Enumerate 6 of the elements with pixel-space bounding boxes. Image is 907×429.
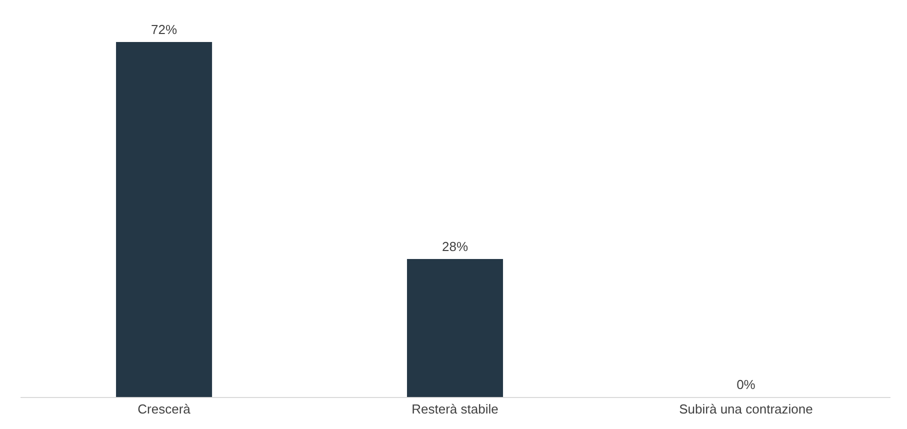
x-tick-label: Resterà stabile [412, 402, 498, 416]
data-label: 28% [442, 238, 468, 254]
x-tick-label: Subirà una contrazione [679, 402, 813, 416]
x-tick-label: Crescerà [138, 402, 192, 416]
data-label: 0% [736, 377, 756, 392]
data-label: 72% [151, 22, 178, 37]
